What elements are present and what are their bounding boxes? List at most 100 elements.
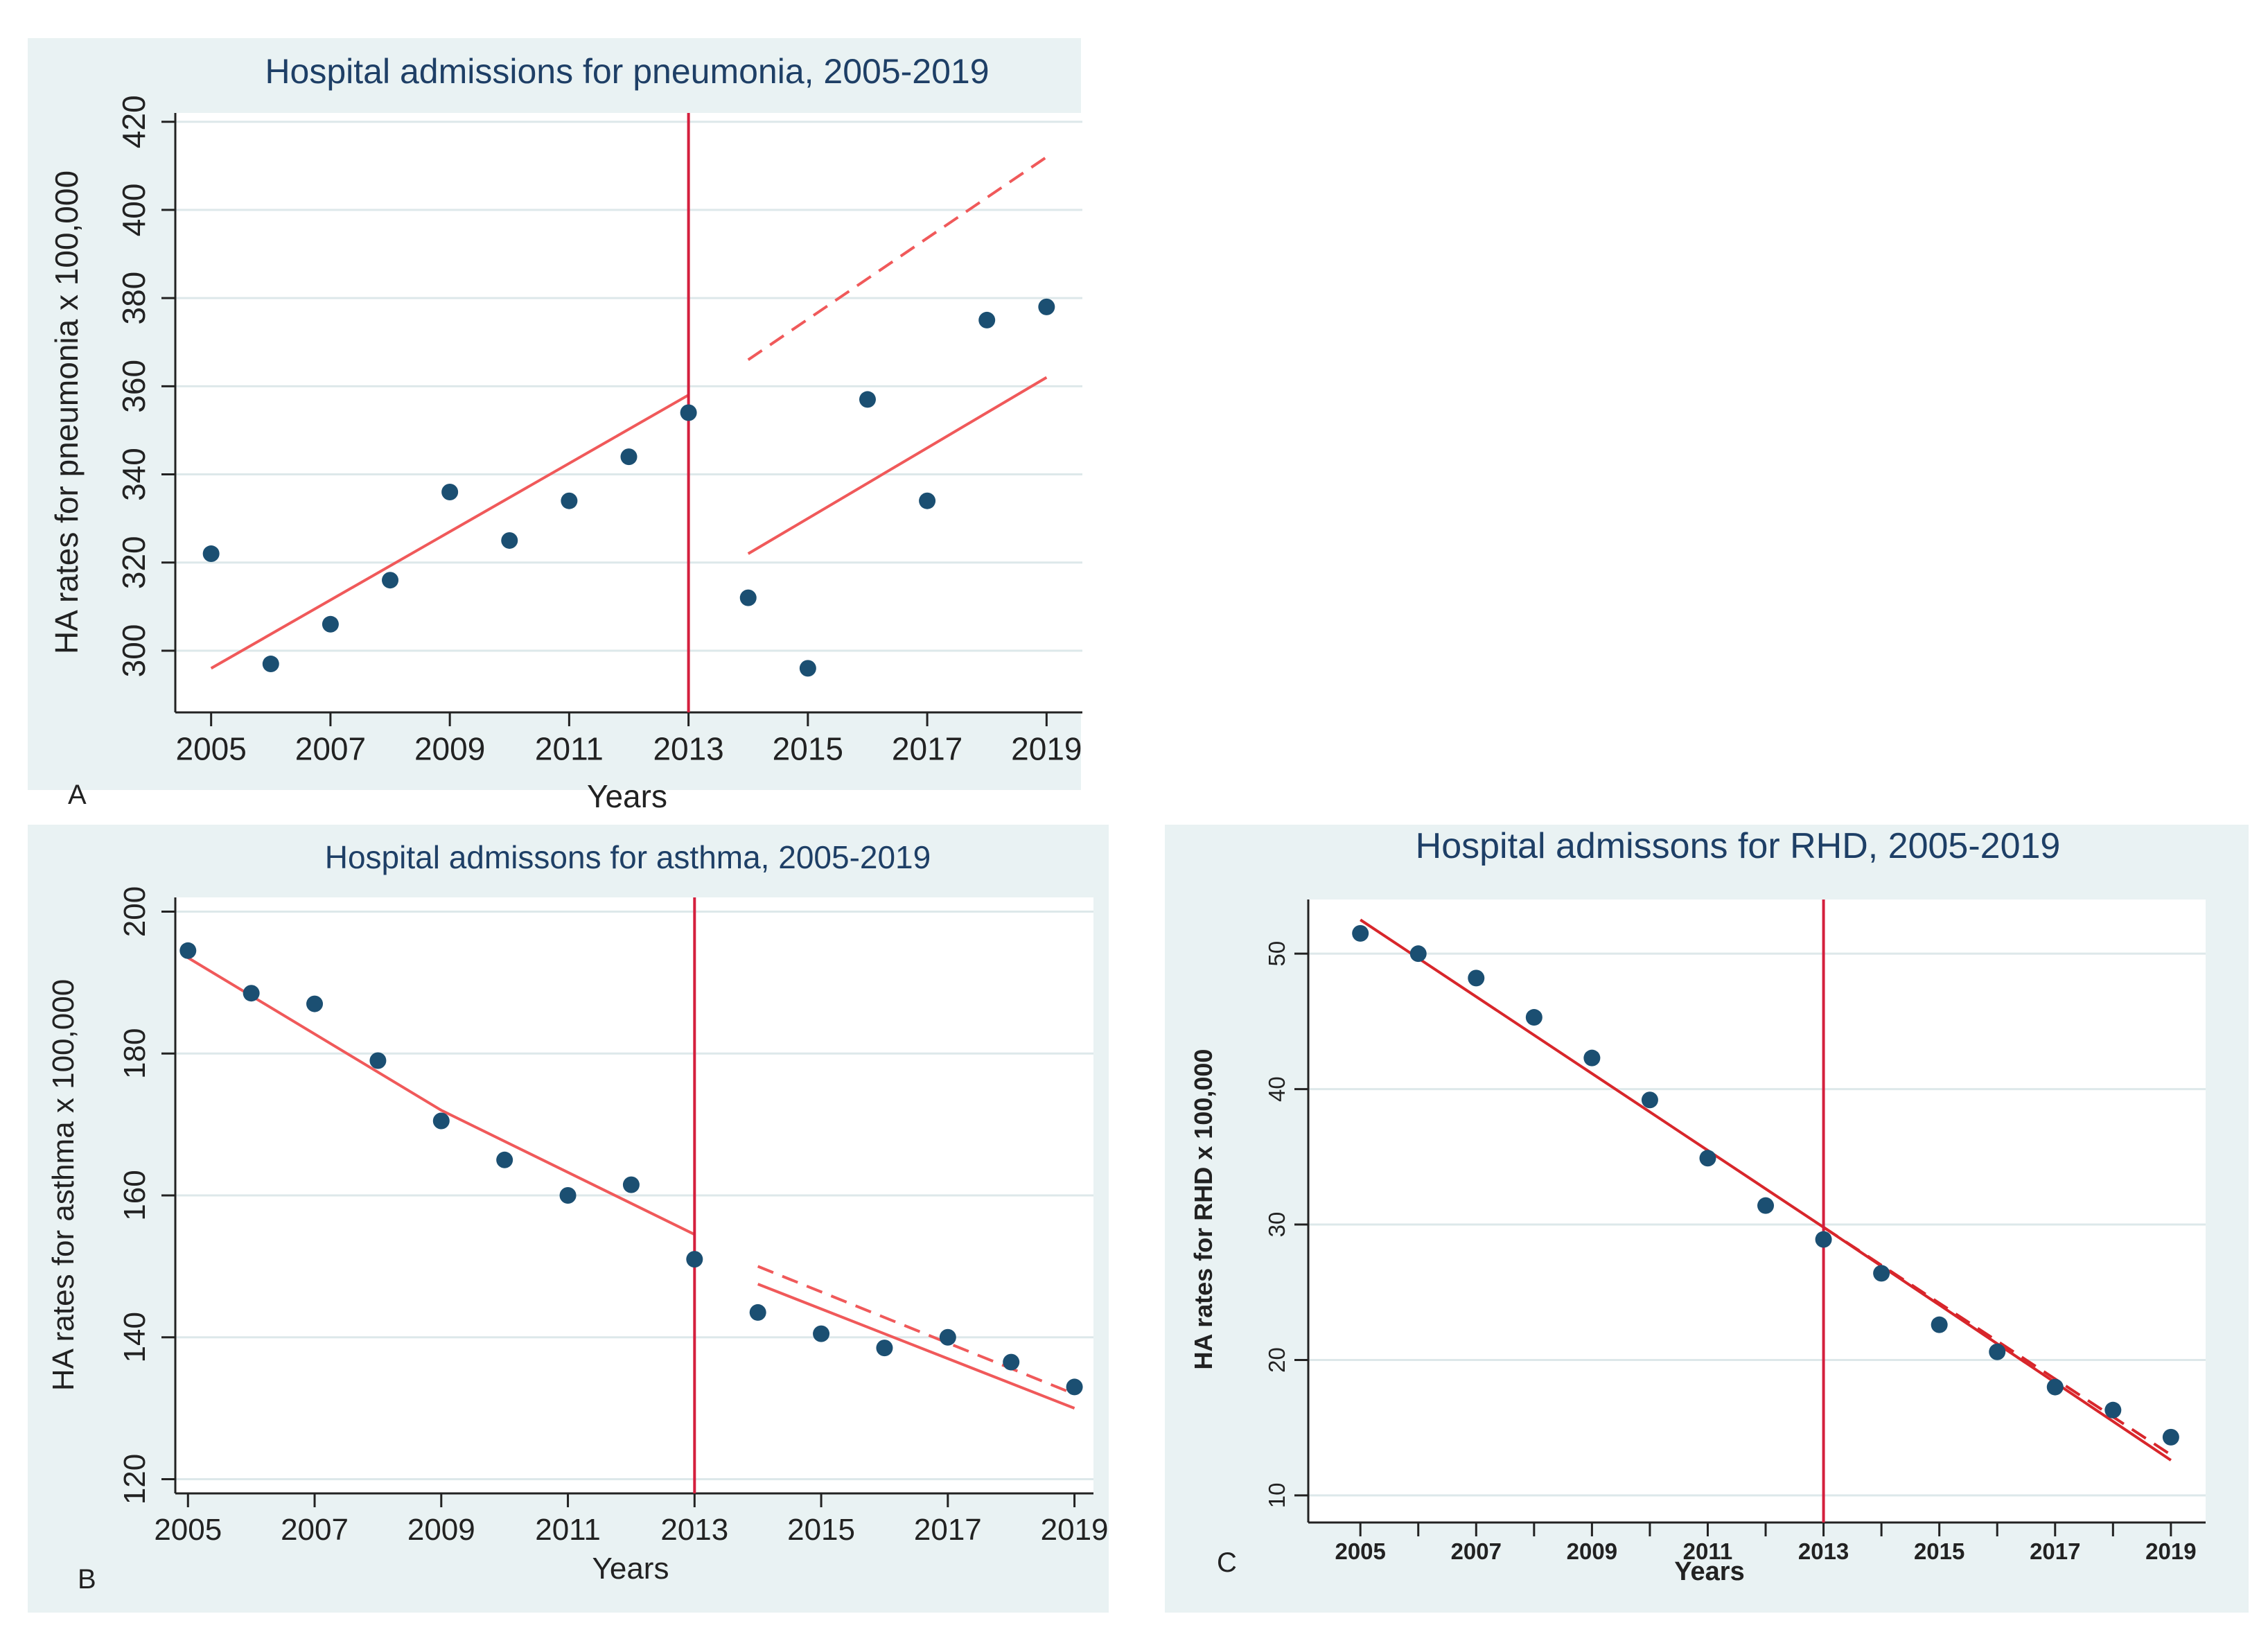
x-tick-label: 2017: [2030, 1538, 2080, 1564]
y-tick-label: 400: [116, 184, 152, 237]
y-tick-label: 30: [1264, 1212, 1290, 1238]
data-point: [441, 483, 459, 500]
data-point: [1989, 1343, 2006, 1360]
panel-label: B: [78, 1564, 96, 1595]
y-tick-label: 120: [118, 1454, 152, 1504]
data-point: [2046, 1378, 2064, 1396]
chart-title: Hospital admissions for pneumonia, 2005-…: [265, 52, 989, 91]
data-point: [1066, 1378, 1083, 1396]
data-point: [501, 532, 518, 549]
counterfactual-line: [757, 1265, 1075, 1396]
y-tick-label: 50: [1264, 941, 1290, 967]
y-axis-label: HA rates for pneumonia x 100,000: [49, 170, 85, 654]
data-point: [2104, 1401, 2122, 1419]
panel-label: C: [1217, 1547, 1237, 1578]
x-tick-label: 2007: [295, 731, 366, 767]
y-tick-label: 180: [118, 1028, 152, 1079]
data-point: [686, 1251, 703, 1268]
x-tick-label: 2017: [892, 731, 962, 767]
x-tick-label: 2011: [1683, 1538, 1733, 1564]
chart-title: Hospital admissons for asthma, 2005-2019: [325, 839, 931, 875]
x-tick-label: 2019: [2145, 1538, 2196, 1564]
data-point: [243, 985, 260, 1002]
x-tick-label: 2005: [175, 731, 246, 767]
counterfactual-line: [747, 155, 1048, 361]
y-tick-label: 140: [118, 1312, 152, 1362]
data-point: [1815, 1231, 1832, 1248]
fitted-line-post: [757, 1283, 1075, 1410]
x-tick-label: 2019: [1041, 1513, 1109, 1547]
x-tick-label: 2009: [407, 1513, 475, 1547]
data-point: [739, 589, 757, 606]
fitted-line-pre: [1360, 918, 1825, 1229]
data-point: [680, 404, 697, 421]
data-point: [859, 391, 876, 408]
x-tick-label: 2011: [535, 731, 604, 767]
data-point: [561, 492, 578, 509]
panel-c: 2005 2007 2009 2011 2013 2015 2017 2019 10 20 30 40…: [1165, 825, 2249, 1613]
y-tick-label: 10: [1264, 1483, 1290, 1509]
panel-label: A: [68, 780, 87, 810]
data-point: [1525, 1009, 1542, 1026]
data-point: [306, 995, 324, 1012]
data-point: [1468, 969, 1485, 987]
y-tick-label: 340: [116, 448, 152, 501]
data-point: [382, 572, 399, 589]
x-tick-label: 2015: [787, 1513, 855, 1547]
data-point: [978, 311, 996, 328]
y-tick-label: 320: [116, 536, 152, 589]
data-point: [322, 615, 339, 633]
data-point: [1352, 924, 1369, 942]
data-point: [369, 1052, 387, 1069]
data-point: [1699, 1150, 1716, 1167]
fitted-line-pre: [187, 956, 696, 1236]
y-axis-label: HA rates for asthma x 100,000: [46, 979, 80, 1391]
y-tick-label: 40: [1264, 1076, 1290, 1102]
data-point: [620, 448, 638, 466]
x-tick-label: 2015: [773, 731, 843, 767]
fitted-line-post: [747, 376, 1048, 555]
panel-b: 2005 2007 2009 2011 2013 2015 2017 2019 120 140 16…: [28, 825, 1109, 1613]
data-point: [496, 1151, 513, 1168]
y-tick-label: 200: [118, 886, 152, 937]
x-axis-label: Years: [1674, 1557, 1744, 1586]
data-point: [919, 492, 936, 509]
x-tick-label: 2007: [281, 1513, 349, 1547]
panel-a: 2005 2007 2009 2011 2013 2015 2017 2019 300 320 34…: [28, 38, 1082, 814]
data-point: [939, 1328, 956, 1346]
data-point: [432, 1112, 450, 1130]
x-tick-label: 2013: [1798, 1538, 1849, 1564]
x-tick-label: 2017: [914, 1513, 982, 1547]
data-point: [1038, 298, 1055, 315]
data-point: [179, 942, 197, 959]
data-point: [1003, 1353, 1020, 1371]
x-tick-label: 2011: [535, 1513, 601, 1547]
data-point: [1641, 1091, 1658, 1109]
plot-area: [1308, 900, 2206, 1522]
data-point: [876, 1340, 893, 1357]
x-tick-label: 2013: [660, 1513, 728, 1547]
y-tick-label: 20: [1264, 1347, 1290, 1373]
x-tick-label: 2007: [1451, 1538, 1502, 1564]
data-point: [813, 1325, 830, 1342]
y-axis-label: HA rates for RHD x 100,000: [1189, 1049, 1217, 1370]
data-point: [749, 1304, 766, 1321]
y-tick-label: 160: [118, 1170, 152, 1220]
y-tick-label: 380: [116, 272, 152, 325]
x-tick-label: 2015: [1914, 1538, 1964, 1564]
plot-area: [175, 113, 1082, 712]
x-tick-label: 2005: [1335, 1538, 1385, 1564]
chart-title: Hospital admissons for RHD, 2005-2019: [1416, 826, 2061, 866]
data-point: [2162, 1428, 2179, 1446]
data-point: [202, 545, 220, 563]
y-tick-label: 300: [116, 624, 152, 678]
y-tick-label: 360: [116, 360, 152, 413]
x-tick-label: 2009: [414, 731, 485, 767]
data-point: [559, 1187, 577, 1204]
data-point: [262, 656, 279, 673]
data-point: [1931, 1316, 1948, 1333]
x-tick-label: 2005: [154, 1513, 222, 1547]
data-point: [1757, 1197, 1775, 1214]
fitted-line-pre: [210, 394, 689, 670]
